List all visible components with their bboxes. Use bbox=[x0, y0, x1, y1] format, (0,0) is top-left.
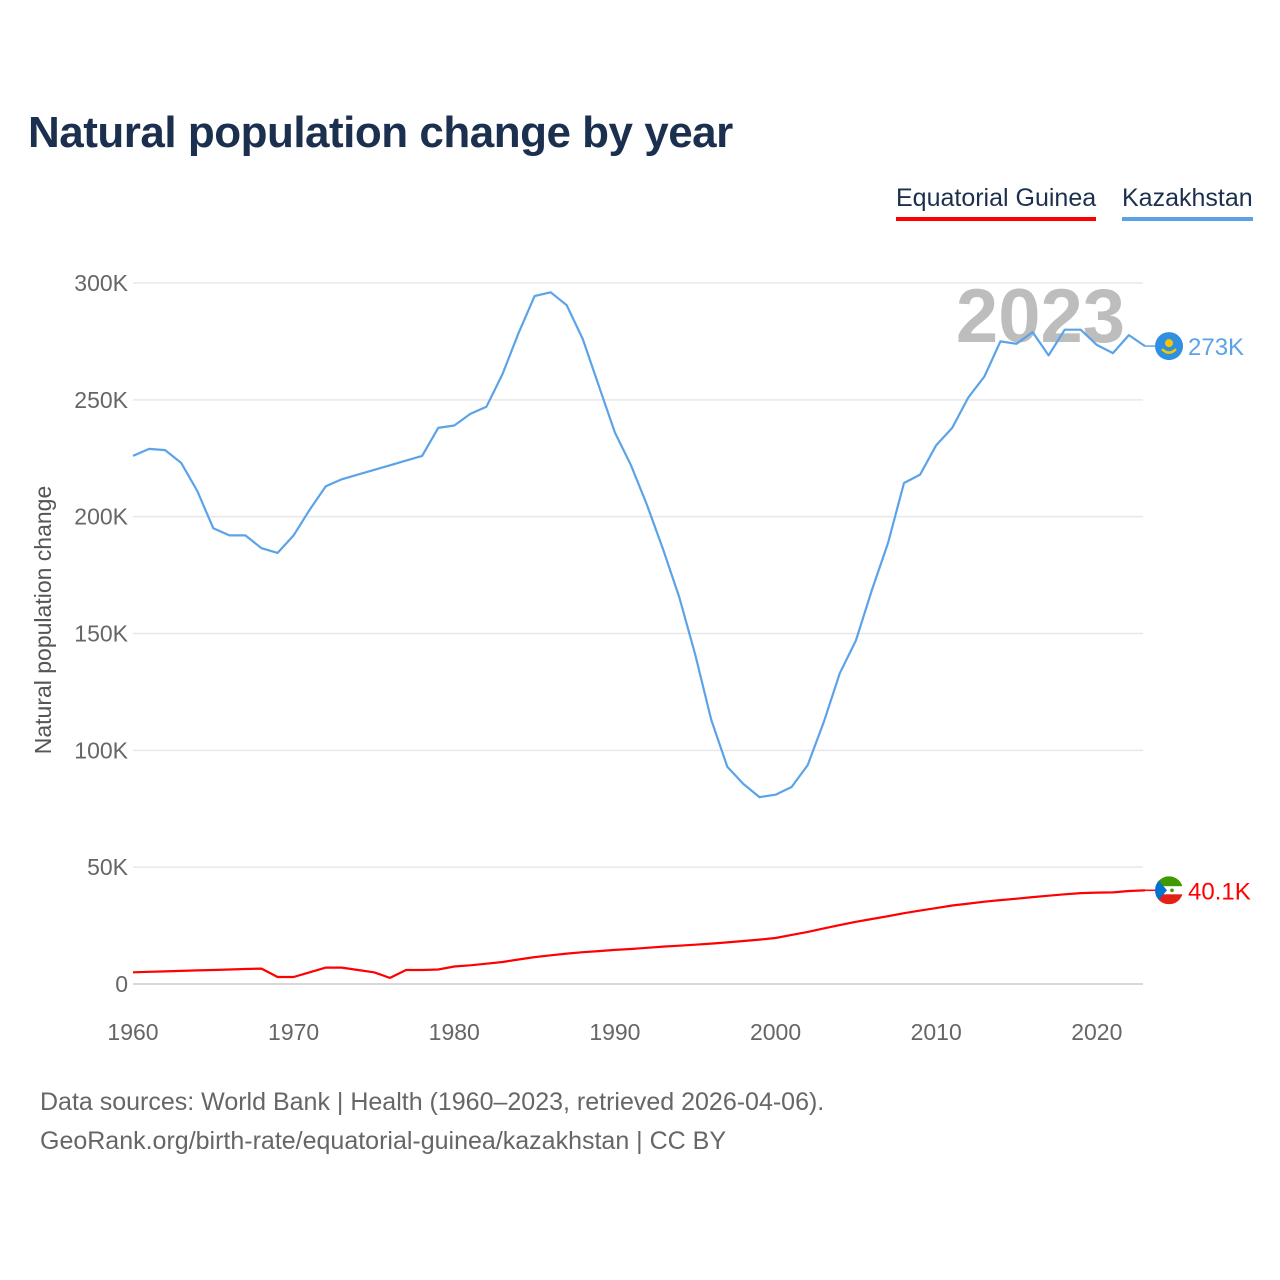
y-tick-label: 100K bbox=[74, 737, 128, 763]
legend-item-equatorial-guinea[interactable]: Equatorial Guinea bbox=[896, 184, 1097, 221]
x-tick-label: 1960 bbox=[107, 1019, 158, 1045]
x-tick-label: 1970 bbox=[268, 1019, 319, 1045]
end-value-label-equatorial-guinea: 40.1K bbox=[1188, 878, 1251, 905]
end-value-label-kazakhstan: 273K bbox=[1188, 334, 1244, 361]
footer-url[interactable]: GeoRank.org/birth-rate/equatorial-guinea… bbox=[40, 1127, 727, 1155]
y-tick-label: 300K bbox=[74, 270, 128, 296]
series-line-equatorial-guinea[interactable] bbox=[132, 889, 1146, 980]
chart-title: Natural population change by year bbox=[28, 108, 733, 157]
equatorial-guinea-flag-icon bbox=[1155, 876, 1183, 905]
footer-sources: Data sources: World Bank | Health (1960–… bbox=[40, 1088, 825, 1116]
x-tick-label: 2020 bbox=[1071, 1019, 1122, 1045]
kazakhstan-flag-icon bbox=[1155, 332, 1183, 361]
y-tick-label: 200K bbox=[74, 504, 128, 530]
y-tick-label: 250K bbox=[74, 387, 128, 413]
y-tick-label: 50K bbox=[87, 854, 129, 880]
x-tick-label: 2000 bbox=[750, 1019, 801, 1045]
y-axis-label: Natural population change bbox=[30, 486, 56, 755]
series-line-kazakhstan[interactable] bbox=[132, 291, 1146, 799]
x-tick-label: 1990 bbox=[589, 1019, 640, 1045]
x-tick-label: 1980 bbox=[429, 1019, 480, 1045]
legend-item-kazakhstan[interactable]: Kazakhstan bbox=[1122, 184, 1253, 221]
y-tick-label: 150K bbox=[74, 621, 128, 647]
y-tick-label: 0 bbox=[115, 971, 128, 997]
x-tick-label: 2010 bbox=[911, 1019, 962, 1045]
